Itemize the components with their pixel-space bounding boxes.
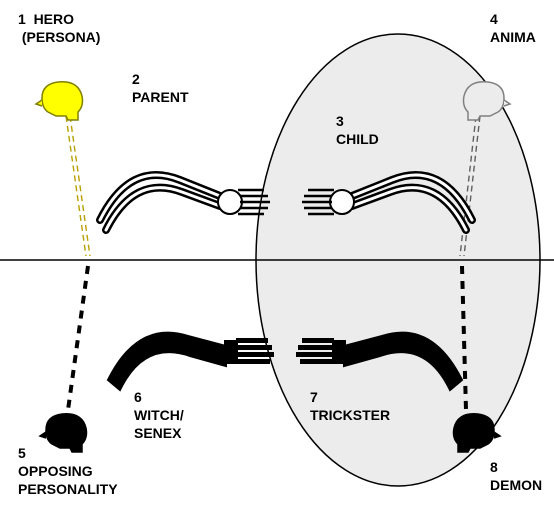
hero-head-icon	[36, 82, 83, 120]
label-demon: 8 DEMON	[490, 458, 542, 494]
label-opposing: 5 OPPOSING PERSONALITY	[18, 444, 118, 499]
label-child: 3 CHILD	[336, 112, 379, 148]
label-hero: 1 HERO (PERSONA)	[18, 10, 100, 46]
diagram-scene	[0, 0, 554, 516]
opposing-body-line	[68, 266, 88, 410]
label-anima: 4 ANIMA	[490, 10, 536, 46]
hero-body-line	[66, 116, 90, 256]
label-trickster: 7 TRICKSTER	[310, 388, 390, 424]
parent-arm-icon	[100, 175, 270, 230]
witch-arm-icon	[108, 333, 274, 390]
label-parent: 2 PARENT	[132, 70, 189, 106]
label-witch: 6 WITCH/ SENEX	[134, 388, 184, 443]
